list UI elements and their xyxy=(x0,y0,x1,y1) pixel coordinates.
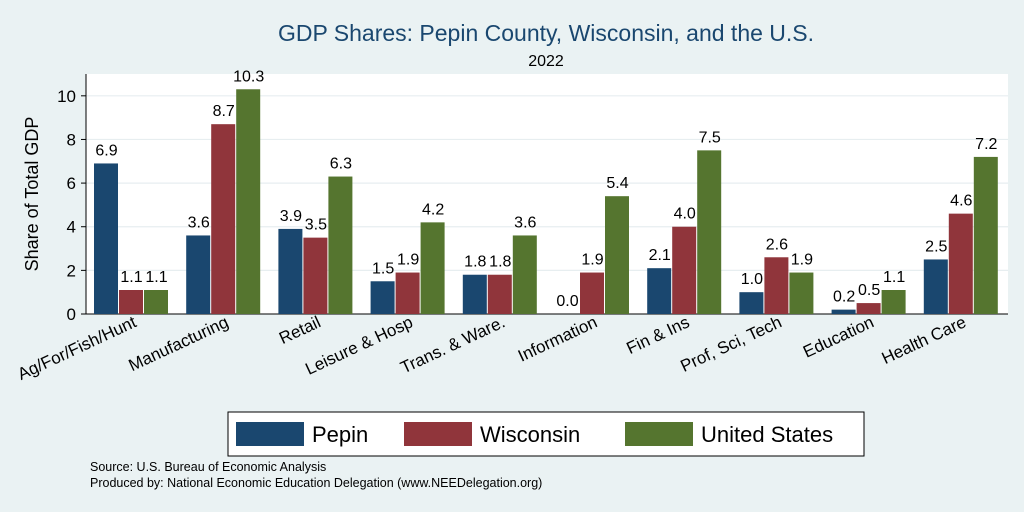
data-label-wisconsin-retail: 3.5 xyxy=(305,217,327,234)
data-label-united-states-education: 1.1 xyxy=(883,269,905,286)
data-label-wisconsin-leisure-hosp: 1.9 xyxy=(397,252,419,269)
chart-subtitle: 2022 xyxy=(528,53,564,70)
bar-pepin-trans-ware xyxy=(462,274,487,314)
source-note: Source: U.S. Bureau of Economic Analysis xyxy=(90,460,326,474)
bars xyxy=(94,89,998,314)
y-tick-label: 4 xyxy=(67,218,76,237)
legend-swatch-pepin xyxy=(236,422,304,446)
data-label-wisconsin-prof-sci-tech: 2.6 xyxy=(766,236,788,253)
legend-swatch-united-states xyxy=(625,422,693,446)
bar-pepin-ag-for-fish-hunt xyxy=(94,163,118,314)
y-tick-label: 0 xyxy=(67,305,76,324)
bar-pepin-health-care xyxy=(923,259,948,314)
data-label-pepin-retail: 3.9 xyxy=(280,208,302,225)
category-label-prof-sci-tech: Prof, Sci, Tech xyxy=(678,312,785,375)
bar-wisconsin-prof-sci-tech xyxy=(764,257,789,314)
y-tick-label: 8 xyxy=(67,130,76,149)
data-label-pepin-fin-ins: 2.1 xyxy=(649,247,671,264)
data-label-wisconsin-health-care: 4.6 xyxy=(950,193,972,210)
data-label-pepin-trans-ware: 1.8 xyxy=(464,254,486,271)
bar-pepin-education xyxy=(831,309,856,314)
data-label-pepin-health-care: 2.5 xyxy=(925,238,947,255)
bar-united-states-leisure-hosp xyxy=(420,222,445,314)
data-label-wisconsin-ag-for-fish-hunt: 1.1 xyxy=(120,269,142,286)
bar-wisconsin-health-care xyxy=(948,213,973,314)
producer-note: Produced by: National Economic Education… xyxy=(90,476,542,490)
y-tick-label: 10 xyxy=(57,87,76,106)
bar-wisconsin-fin-ins xyxy=(672,226,697,314)
bar-wisconsin-retail xyxy=(303,237,328,314)
bar-united-states-health-care xyxy=(973,156,998,314)
data-label-pepin-ag-for-fish-hunt: 6.9 xyxy=(95,142,117,159)
data-label-united-states-leisure-hosp: 4.2 xyxy=(422,201,444,218)
bar-pepin-leisure-hosp xyxy=(370,281,395,314)
data-label-wisconsin-manufacturing: 8.7 xyxy=(213,103,235,120)
bar-wisconsin-information xyxy=(580,272,604,314)
bar-pepin-prof-sci-tech xyxy=(739,292,764,314)
bar-wisconsin-manufacturing xyxy=(211,124,236,314)
category-label-fin-ins: Fin & Ins xyxy=(624,312,693,358)
legend-label-wisconsin: Wisconsin xyxy=(480,422,580,447)
category-label-retail: Retail xyxy=(276,312,323,348)
bar-pepin-retail xyxy=(278,228,303,314)
category-label-manufacturing: Manufacturing xyxy=(126,312,232,375)
bar-wisconsin-trans-ware xyxy=(487,274,512,314)
data-label-united-states-health-care: 7.2 xyxy=(975,136,997,153)
legend-label-united-states: United States xyxy=(701,422,833,447)
data-labels: 6.9 3.6 3.9 1.5 1.8 0.0 2.1 1.0 0.2 2.5 1.1 8.7 3.5 1… xyxy=(95,68,997,310)
chart-title: GDP Shares: Pepin County, Wisconsin, and… xyxy=(278,20,814,46)
legend-swatch-wisconsin xyxy=(404,422,472,446)
data-label-united-states-retail: 6.3 xyxy=(330,156,352,173)
data-label-united-states-prof-sci-tech: 1.9 xyxy=(791,252,813,269)
legend-box xyxy=(227,411,865,457)
bar-wisconsin-ag-for-fish-hunt xyxy=(119,290,143,314)
y-axis-label: Share of Total GDP xyxy=(22,117,42,272)
bar-united-states-prof-sci-tech xyxy=(789,272,814,314)
data-label-wisconsin-fin-ins: 4.0 xyxy=(674,206,696,223)
data-label-wisconsin-education: 0.5 xyxy=(858,282,880,299)
bar-united-states-trans-ware xyxy=(512,235,537,314)
data-label-pepin-education: 0.2 xyxy=(833,289,855,306)
y-axis-ticks: 0 2 4 6 8 10 xyxy=(57,87,86,324)
y-tick-label: 2 xyxy=(67,261,76,280)
data-label-pepin-manufacturing: 3.6 xyxy=(188,214,210,231)
data-label-united-states-manufacturing: 10.3 xyxy=(233,68,264,85)
data-label-wisconsin-trans-ware: 1.8 xyxy=(489,254,511,271)
data-label-united-states-information: 5.4 xyxy=(606,175,628,192)
data-label-united-states-trans-ware: 3.6 xyxy=(514,214,536,231)
legend: Pepin Wisconsin United States xyxy=(227,411,865,457)
category-label-health-care: Health Care xyxy=(879,312,969,368)
bar-wisconsin-education xyxy=(856,303,881,314)
bar-pepin-fin-ins xyxy=(647,268,672,314)
bar-united-states-manufacturing xyxy=(236,89,261,314)
data-label-pepin-leisure-hosp: 1.5 xyxy=(372,260,394,277)
legend-label-pepin: Pepin xyxy=(312,422,368,447)
bar-united-states-ag-for-fish-hunt xyxy=(144,290,168,314)
y-tick-label: 6 xyxy=(67,174,76,193)
data-label-wisconsin-information: 1.9 xyxy=(581,252,603,269)
category-label-education: Education xyxy=(800,312,877,361)
data-label-pepin-information: 0.0 xyxy=(556,293,578,310)
bar-pepin-manufacturing xyxy=(186,235,211,314)
category-label-trans-ware: Trans. & Ware. xyxy=(398,312,508,377)
bar-united-states-fin-ins xyxy=(697,150,722,314)
category-label-information: Information xyxy=(515,312,600,365)
data-label-united-states-ag-for-fish-hunt: 1.1 xyxy=(145,269,167,286)
bar-united-states-education xyxy=(881,290,906,314)
data-label-pepin-prof-sci-tech: 1.0 xyxy=(741,271,763,288)
data-label-united-states-fin-ins: 7.5 xyxy=(699,129,721,146)
bar-united-states-information xyxy=(605,196,629,314)
bar-united-states-retail xyxy=(328,176,353,314)
category-label-ag-for-fish-hunt: Ag/For/Fish/Hunt xyxy=(15,312,140,384)
bar-wisconsin-leisure-hosp xyxy=(395,272,420,314)
